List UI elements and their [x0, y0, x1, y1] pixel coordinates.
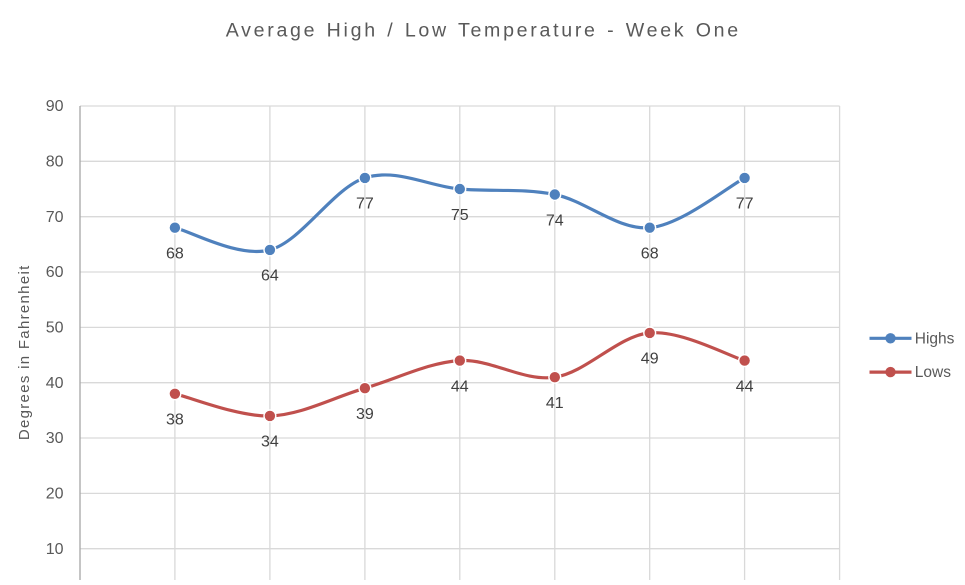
svg-text:34: 34: [261, 434, 279, 451]
svg-text:10: 10: [46, 541, 64, 558]
svg-text:39: 39: [356, 406, 374, 423]
svg-text:30: 30: [46, 430, 64, 447]
svg-text:44: 44: [451, 378, 469, 395]
svg-text:44: 44: [736, 378, 754, 395]
svg-text:49: 49: [641, 351, 659, 368]
svg-text:68: 68: [641, 246, 659, 263]
svg-text:80: 80: [46, 154, 64, 171]
svg-text:68: 68: [166, 246, 184, 263]
svg-text:Degrees in Fahrenheit: Degrees in Fahrenheit: [16, 264, 33, 440]
svg-text:38: 38: [166, 412, 184, 429]
svg-text:60: 60: [46, 264, 64, 281]
svg-text:Average High / Low Temperature: Average High / Low Temperature - Week On…: [226, 20, 741, 42]
svg-text:74: 74: [546, 212, 564, 229]
svg-text:Lows: Lows: [915, 364, 951, 381]
svg-text:70: 70: [46, 209, 64, 226]
svg-text:77: 77: [356, 196, 374, 213]
svg-text:41: 41: [546, 395, 564, 412]
svg-text:50: 50: [46, 320, 64, 337]
svg-text:40: 40: [46, 375, 64, 392]
svg-text:90: 90: [46, 98, 64, 115]
svg-text:75: 75: [451, 207, 469, 224]
svg-text:64: 64: [261, 268, 279, 285]
svg-text:Highs: Highs: [915, 330, 955, 347]
svg-text:20: 20: [46, 486, 64, 503]
svg-text:77: 77: [736, 196, 754, 213]
